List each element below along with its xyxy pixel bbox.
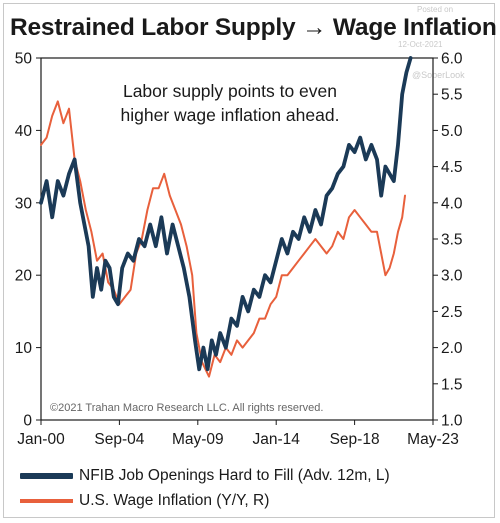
left-tick-label-5: 50 <box>15 51 33 68</box>
posted-stamp: Posted on <box>417 5 454 14</box>
right-tick-label-6: 4.0 <box>441 195 463 212</box>
legend-label-series-b: U.S. Wage Inflation (Y/Y, R) <box>79 491 270 509</box>
right-tick-label-0: 1.0 <box>441 413 463 430</box>
handle-watermark: @SoberLook <box>412 70 465 80</box>
right-tick-label-8: 5.0 <box>441 123 463 140</box>
x-tick-label-5: May-23 <box>407 431 459 448</box>
left-tick-label-2: 20 <box>15 268 33 285</box>
right-tick-label-3: 2.5 <box>441 304 463 321</box>
x-tick-label-0: Jan-00 <box>17 431 65 448</box>
x-axis-ticks: Jan-00 Sep-04 May-09 Jan-14 Sep-18 May-23 <box>17 420 459 448</box>
legend: NFIB Job Openings Hard to Fill (Adv. 12m… <box>20 463 390 513</box>
annotation-line-2: higher wage inflation ahead. <box>121 105 340 125</box>
right-tick-label-4: 3.0 <box>441 268 463 285</box>
annotation-line-1: Labor supply points to even <box>123 81 337 101</box>
chart-title: Restrained Labor Supply → Wage Inflation <box>10 14 497 41</box>
x-tick-label-3: Jan-14 <box>252 431 300 448</box>
x-tick-label-2: May-09 <box>172 431 224 448</box>
right-tick-label-7: 4.5 <box>441 159 463 176</box>
right-tick-label-1: 1.5 <box>441 376 463 393</box>
left-tick-label-4: 40 <box>15 123 33 140</box>
left-tick-label-3: 30 <box>15 195 33 212</box>
legend-swatch-series-a <box>20 472 73 479</box>
series-line-wage-inflation <box>40 100 406 378</box>
series-layer <box>39 56 413 378</box>
right-tick-label-10: 6.0 <box>441 51 463 68</box>
legend-item-series-a: NFIB Job Openings Hard to Fill (Adv. 12m… <box>20 463 390 488</box>
left-axis-ticks: 0 10 20 30 40 50 <box>15 51 41 430</box>
legend-item-series-b: U.S. Wage Inflation (Y/Y, R) <box>20 488 390 513</box>
right-tick-label-5: 3.5 <box>441 232 463 249</box>
copyright-note: ©2021 Trahan Macro Research LLC. All rig… <box>50 402 323 414</box>
chart-frame <box>3 3 495 518</box>
series-line-job-openings <box>39 56 413 372</box>
posted-date-stamp: 12-Oct-2021 <box>398 40 443 49</box>
x-tick-label-4: Sep-18 <box>330 431 380 448</box>
left-tick-label-0: 0 <box>23 413 32 430</box>
right-tick-label-9: 5.5 <box>441 87 463 104</box>
right-tick-label-2: 2.0 <box>441 340 463 357</box>
legend-swatch-series-b <box>20 498 73 503</box>
x-tick-label-1: Sep-04 <box>94 431 144 448</box>
right-axis-ticks: 1.0 1.5 2.0 2.5 3.0 3.5 4.0 4.5 5.0 5.5 6.0 <box>433 51 463 430</box>
legend-label-series-a: NFIB Job Openings Hard to Fill (Adv. 12m… <box>79 466 390 484</box>
left-tick-label-1: 10 <box>15 340 33 357</box>
